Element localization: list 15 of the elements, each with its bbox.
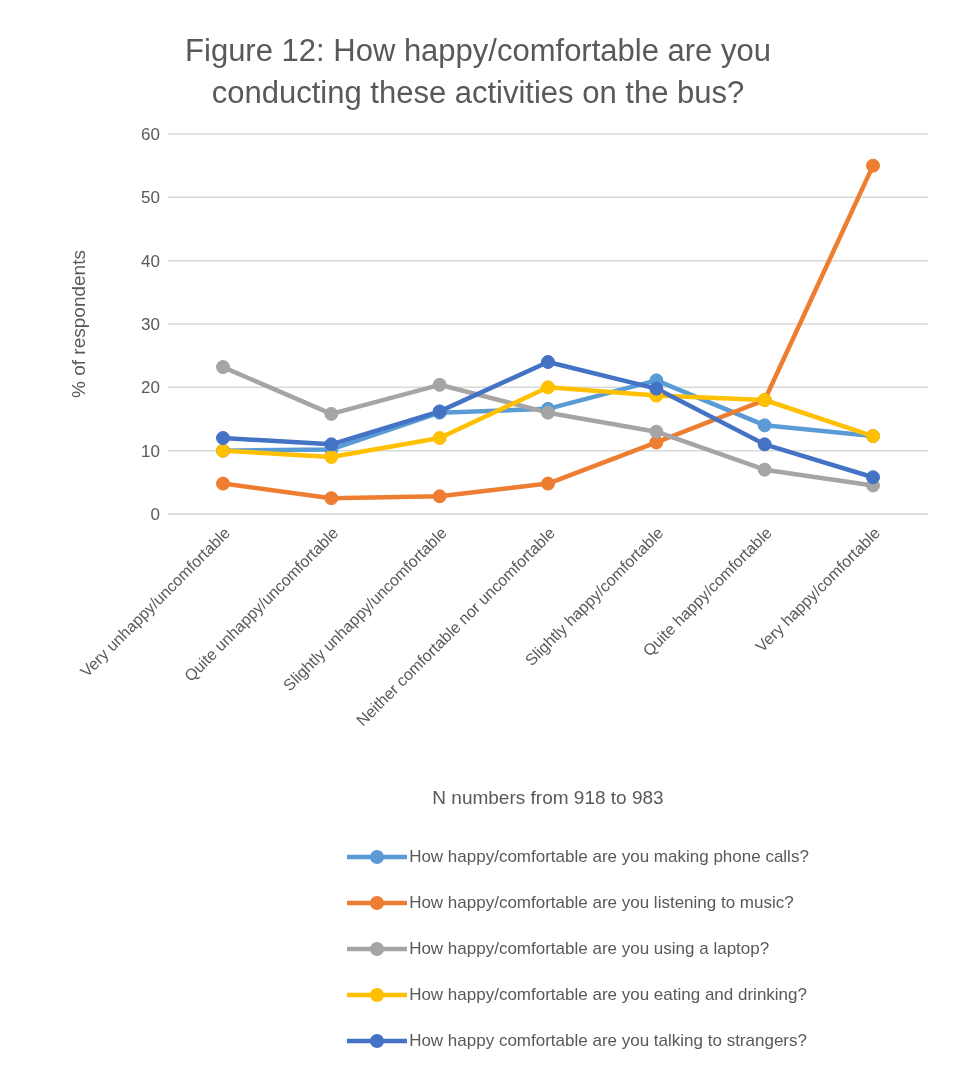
y-tick-label: 0 [150, 505, 160, 525]
y-tick-label: 30 [141, 315, 160, 335]
chart-title: Figure 12: How happy/comfortable are you conducting these activities on the bus? [184, 32, 772, 112]
x-axis-title: N numbers from 918 to 983 [432, 787, 664, 808]
legend-label: How happy comfortable are you talking to strangers? [409, 1031, 807, 1051]
y-tick-label: 20 [141, 378, 160, 398]
legend-label: How happy/comfortable are you listening to music? [409, 893, 794, 913]
y-tick-label: 60 [141, 125, 160, 145]
y-axis-title: % of respondents [67, 250, 89, 398]
y-tick-label: 10 [141, 441, 160, 461]
y-tick-label: 50 [141, 188, 160, 208]
y-tick-label: 40 [141, 251, 160, 271]
legend-label: How happy/comfortable are you making phone calls? [409, 847, 809, 867]
legend-label: How happy/comfortable are you using a laptop? [409, 939, 770, 959]
legend-label: How happy/comfortable are you eating and drinking? [409, 985, 807, 1005]
